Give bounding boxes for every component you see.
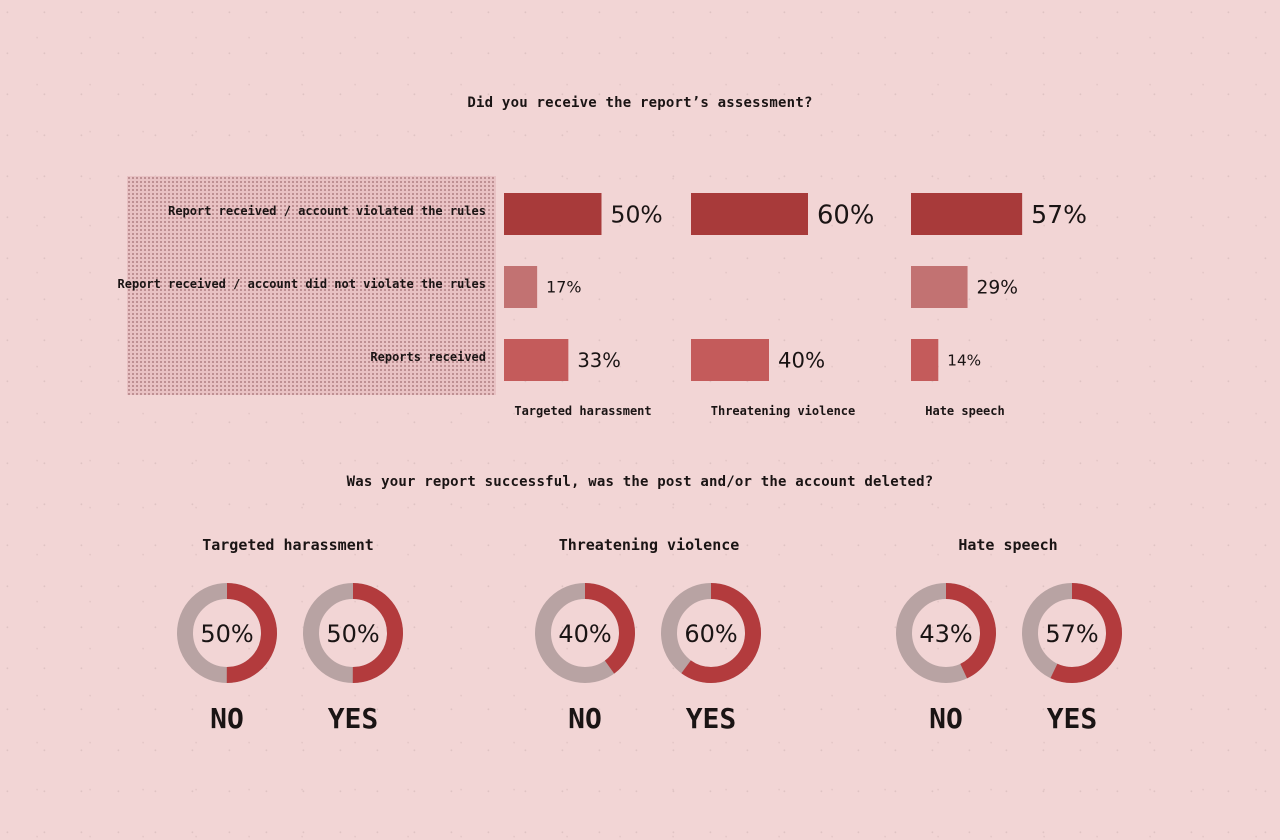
donut-arc-hate-yes <box>1022 583 1122 683</box>
assessment-chart-title: Did you receive the report’s assessment? <box>467 95 813 111</box>
bar-harassment-received <box>504 339 569 381</box>
donut-arc-harassment-no <box>177 583 277 683</box>
success-chart-title: Was your report successful, was the post… <box>346 474 934 490</box>
bar-value-violence-violated: 60% <box>817 200 874 230</box>
bar-harassment-violated <box>504 193 602 235</box>
donut-value-violence-yes: 60% <box>684 620 737 648</box>
donut-value-hate-no: 43% <box>919 620 972 648</box>
row-label-panel <box>127 176 496 395</box>
bar-value-harassment-violated: 50% <box>611 200 663 228</box>
row-label-received: Reports received <box>370 350 486 364</box>
donut-label-violence-yes: YES <box>685 702 737 735</box>
bar-hate-not-violated <box>911 266 968 308</box>
donut-label-violence-no: NO <box>568 702 602 735</box>
column-label-targeted-harassment: Targeted harassment <box>514 404 652 418</box>
bar-value-harassment-not-violated: 17% <box>546 278 581 297</box>
column-label-hate-speech: Hate speech <box>925 404 1005 418</box>
donut-value-hate-yes: 57% <box>1045 620 1098 648</box>
bar-harassment-not-violated <box>504 266 538 308</box>
donut-label-harassment-no: NO <box>210 702 244 735</box>
donut-label-harassment-yes: YES <box>327 702 379 735</box>
bar-value-violence-received: 40% <box>778 348 825 373</box>
donut-label-hate-no: NO <box>929 702 963 735</box>
donut-label-hate-yes: YES <box>1046 702 1098 735</box>
donut-arc-harassment-yes <box>303 583 403 683</box>
bar-hate-received <box>911 339 939 381</box>
donut-group-title-hate-speech: Hate speech <box>958 536 1058 554</box>
row-label-violated: Report received / account violated the r… <box>168 204 486 218</box>
donut-arc-hate-no <box>896 583 996 683</box>
row-label-not-violated: Report received / account did not violat… <box>117 277 486 291</box>
bar-violence-violated <box>691 193 808 235</box>
column-label-threatening-violence: Threatening violence <box>710 404 856 418</box>
donut-group-title-targeted-harassment: Targeted harassment <box>202 536 374 554</box>
donut-value-harassment-yes: 50% <box>326 620 379 648</box>
bar-value-hate-violated: 57% <box>1031 200 1087 229</box>
donut-arc-violence-yes <box>661 583 761 683</box>
donut-value-harassment-no: 50% <box>200 620 253 648</box>
bar-value-hate-received: 14% <box>947 351 981 369</box>
donut-value-violence-no: 40% <box>558 620 611 648</box>
donut-arc-violence-no <box>535 583 635 683</box>
donut-group-title-threatening-violence: Threatening violence <box>558 536 740 554</box>
bar-value-harassment-received: 33% <box>577 349 621 372</box>
bar-value-hate-not-violated: 29% <box>977 278 1018 299</box>
bar-hate-violated <box>911 193 1023 235</box>
bar-violence-received <box>691 339 769 381</box>
